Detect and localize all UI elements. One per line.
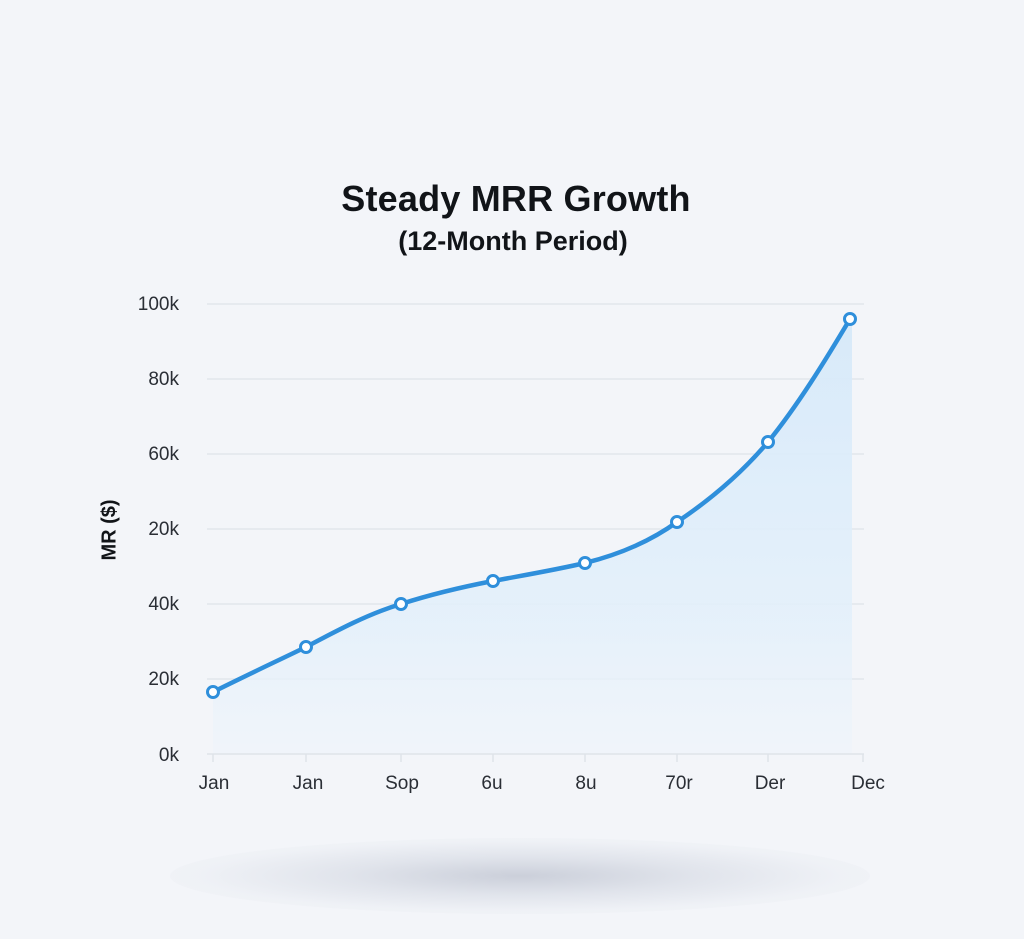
data-points	[206, 312, 857, 699]
x-axis	[207, 753, 864, 762]
y-tick-label: 20k	[148, 669, 179, 690]
x-tick-label: 6u	[481, 773, 503, 794]
data-point	[843, 312, 857, 326]
y-tick-label: 40k	[148, 594, 179, 615]
drop-shadow	[170, 838, 870, 914]
chart-subtitle: (12-Month Period)	[398, 226, 628, 256]
y-tick-label: 20k	[148, 519, 179, 540]
data-point	[299, 640, 313, 654]
y-tick-label: 80k	[148, 369, 179, 390]
chart-title: Steady MRR Growth	[341, 178, 691, 219]
data-point	[394, 597, 408, 611]
x-tick-label: 8u	[575, 773, 597, 794]
x-tick-label: Dec	[851, 773, 885, 794]
data-point	[670, 515, 684, 529]
area-fill	[213, 319, 852, 754]
y-tick-label: 0k	[158, 745, 179, 766]
data-point	[206, 685, 220, 699]
y-tick-label: 60k	[148, 444, 179, 465]
x-tick-label: Sop	[385, 773, 419, 794]
data-point	[578, 556, 592, 570]
x-tick-label: Jan	[292, 773, 324, 794]
x-tick-label: 70r	[665, 773, 693, 794]
data-point	[761, 435, 775, 449]
x-tick-label: Der	[754, 773, 786, 794]
data-point	[486, 574, 500, 588]
y-tick-label: 100k	[137, 294, 179, 315]
x-tick-label: Jan	[198, 773, 230, 794]
